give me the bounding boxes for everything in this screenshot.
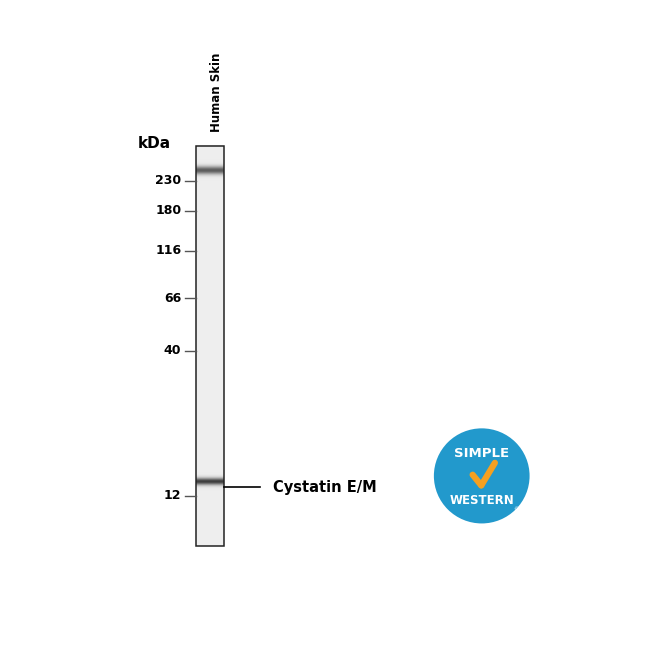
- Text: 12: 12: [164, 489, 181, 502]
- Text: 40: 40: [164, 344, 181, 358]
- Text: SIMPLE: SIMPLE: [454, 447, 510, 460]
- Text: 180: 180: [155, 204, 181, 217]
- Circle shape: [434, 428, 530, 523]
- Text: Human Skin: Human Skin: [210, 53, 223, 133]
- Text: WESTERN: WESTERN: [449, 494, 514, 507]
- Text: © 2014: © 2014: [514, 507, 536, 512]
- Text: 66: 66: [164, 292, 181, 305]
- Text: Cystatin E/M: Cystatin E/M: [273, 480, 376, 495]
- Text: 230: 230: [155, 174, 181, 187]
- Bar: [196, 146, 224, 546]
- Text: 116: 116: [155, 244, 181, 257]
- Text: kDa: kDa: [138, 136, 171, 151]
